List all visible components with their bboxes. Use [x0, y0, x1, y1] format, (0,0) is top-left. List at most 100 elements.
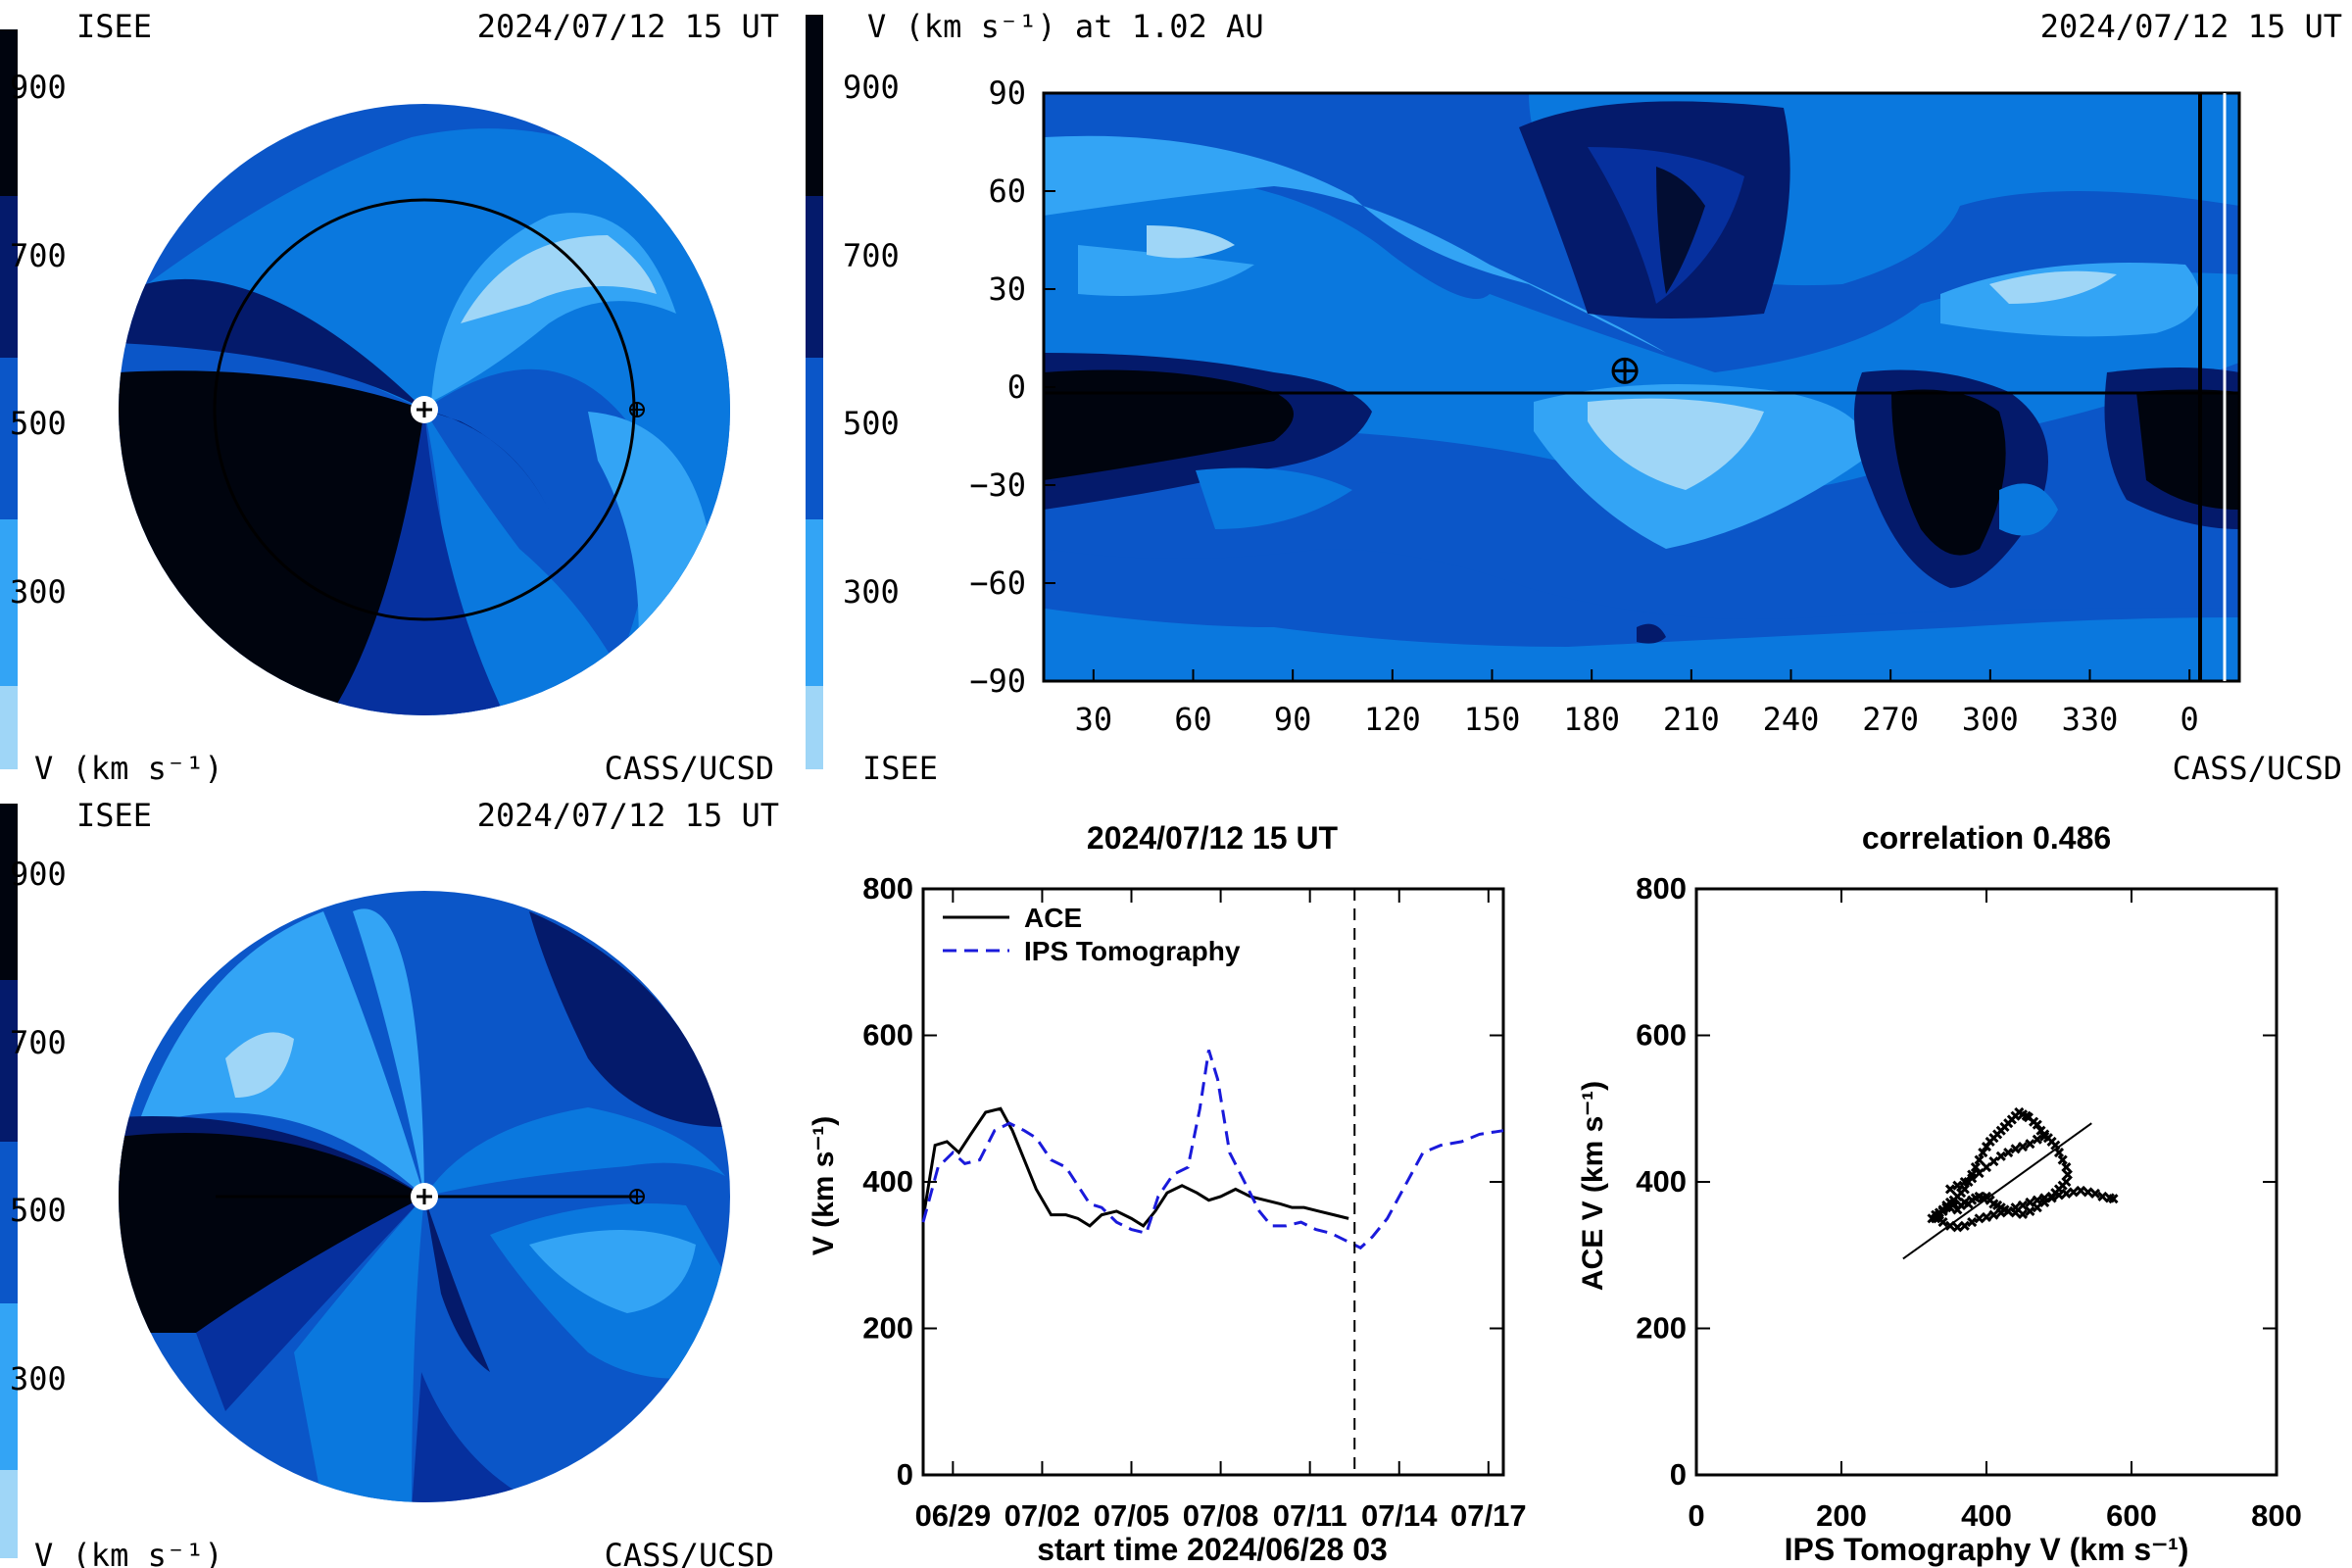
scatter-point — [1937, 1217, 1948, 1228]
scatter-point — [2032, 1202, 2042, 1213]
y-tick-label: 30 — [988, 270, 1026, 308]
scatter-point — [2017, 1200, 2029, 1210]
y-tick-label: 800 — [1636, 871, 1687, 906]
scatter-point — [1978, 1148, 1988, 1158]
scatter-point — [1959, 1220, 1970, 1231]
scatter-point — [2017, 1208, 2029, 1219]
timeseries-legend: ACE IPS Tomography — [943, 903, 1241, 966]
scatter-point — [2082, 1187, 2093, 1198]
org-label: ISEE — [76, 8, 152, 45]
scatter-point — [1981, 1211, 1992, 1222]
earth-marker — [1611, 357, 1639, 384]
ecliptic-colorbar — [0, 29, 18, 769]
scatter-point — [2032, 1134, 2042, 1145]
y-tick-label: 600 — [862, 1018, 913, 1053]
meridional-panel: 900 700 500 300 ISEE 2024/07/12 15 UT V … — [0, 797, 779, 1568]
x-tick-label: 07/11 — [1273, 1498, 1348, 1533]
scatter-point — [2062, 1169, 2073, 1180]
credit-label: CASS/UCSD — [605, 1537, 774, 1568]
scatter-panel: correlation 0.486 0 200 400 600 800 0 200 400 60… — [1577, 820, 2302, 1567]
scatter-point — [1927, 1213, 1937, 1224]
legend-ace-label: ACE — [1024, 903, 1082, 933]
series-ips-line — [921, 1050, 1504, 1250]
scatter-point — [2025, 1205, 2035, 1216]
x-tick-label: 400 — [1961, 1498, 2012, 1533]
colorbar-tick-300: 300 — [10, 1360, 67, 1397]
x-tick-label: 0 — [1688, 1498, 1704, 1533]
colorbar-tick-700: 700 — [10, 1024, 67, 1061]
x-tick-label: 150 — [1464, 701, 1521, 738]
ecliptic-panel: 900 700 500 300 ISEE 2024/07/12 15 UT V … — [0, 8, 779, 787]
y-tick-label: 0 — [897, 1457, 913, 1492]
synoptic-panel: 900 700 500 300 V (km s⁻¹) at 1.02 AU 20… — [806, 8, 2342, 787]
scatter-point — [2053, 1148, 2065, 1158]
synoptic-axes: 30 60 90 120 150 180 210 240 270 300 330 09060300−3… — [969, 74, 2199, 738]
x-tick-label: 07/08 — [1183, 1498, 1259, 1533]
x-tick-label: 210 — [1663, 701, 1720, 738]
x-tick-label: 60 — [1174, 701, 1212, 738]
unit-label: V (km s⁻¹) — [34, 1537, 223, 1568]
scatter-point — [1967, 1217, 1978, 1228]
scatter-point — [2010, 1144, 2021, 1154]
synoptic-velocity-map — [1044, 93, 2239, 681]
y-tick-label: 200 — [862, 1311, 913, 1346]
colorbar-tick-700: 700 — [843, 237, 900, 274]
meridional-colorbar — [0, 804, 18, 1558]
scatter-point — [1944, 1184, 1956, 1195]
fit-line — [1902, 1122, 2092, 1260]
scatter-point — [2089, 1188, 2101, 1200]
scatter-point — [2108, 1194, 2119, 1204]
scatter-point — [2010, 1202, 2021, 1213]
x-tick-label: 07/17 — [1450, 1498, 1527, 1533]
x-axis-label: IPS Tomography V (km s⁻¹) — [1785, 1532, 2189, 1567]
scatter-point — [1988, 1209, 1999, 1220]
scatter-point — [1981, 1142, 1992, 1152]
y-tick-label: 600 — [1636, 1018, 1687, 1053]
org-label: ISEE — [76, 797, 152, 834]
x-tick-label: 06/29 — [915, 1498, 992, 1533]
org-label: ISEE — [862, 750, 938, 787]
y-tick-label: −60 — [969, 564, 1026, 602]
scatter-point — [1952, 1180, 1963, 1191]
scatter-point — [1967, 1173, 1978, 1184]
x-tick-label: 300 — [1962, 701, 2019, 738]
colorbar-tick-500: 500 — [843, 405, 900, 442]
legend-ips-label: IPS Tomography — [1024, 936, 1241, 966]
series-ace-line — [921, 1106, 1349, 1228]
x-tick-label: 330 — [2062, 701, 2119, 738]
scatter-point — [2035, 1125, 2046, 1136]
scatter-point — [2017, 1142, 2029, 1152]
y-tick-label: −90 — [969, 662, 1026, 700]
scatter-point — [2097, 1191, 2108, 1202]
scatter-point — [2053, 1190, 2065, 1200]
y-tick-label: 0 — [1670, 1457, 1687, 1492]
x-tick-label: 07/14 — [1361, 1498, 1438, 1533]
x-tick-label: 07/02 — [1004, 1498, 1081, 1533]
scatter-point — [2061, 1188, 2072, 1200]
colorbar-tick-900: 900 — [10, 856, 67, 893]
y-tick-label: −30 — [969, 466, 1026, 504]
scatter-point — [1995, 1207, 2006, 1218]
scatter-point — [2003, 1205, 2014, 1216]
scatter-frame — [1694, 887, 2278, 1477]
unit-label: V (km s⁻¹) — [34, 750, 223, 787]
scatter-point — [2061, 1161, 2072, 1173]
scatter-point — [2068, 1187, 2079, 1198]
scatter-point — [2039, 1131, 2050, 1142]
timestamp-label: 2024/07/12 15 UT — [477, 797, 779, 834]
scatter-title: correlation 0.486 — [1862, 820, 2111, 856]
earth-marker — [629, 1189, 645, 1204]
scatter-point — [2061, 1176, 2072, 1188]
scatter-point — [2003, 1148, 2014, 1158]
y-tick-label: 400 — [862, 1164, 913, 1199]
y-axis-label: ACE V (km s⁻¹) — [1577, 1081, 1609, 1291]
scatter-point — [1974, 1154, 1984, 1165]
synoptic-colorbar — [806, 15, 823, 769]
scatter-point — [2025, 1197, 2035, 1207]
scatter-point — [2076, 1185, 2086, 1197]
timeseries-frame — [921, 887, 1505, 1477]
x-tick-label: 600 — [2106, 1498, 2157, 1533]
y-axis-label: V (km s⁻¹) — [808, 1116, 840, 1256]
x-tick-label: 07/05 — [1094, 1498, 1170, 1533]
timestamp-label: 2024/07/12 15 UT — [2040, 8, 2342, 45]
